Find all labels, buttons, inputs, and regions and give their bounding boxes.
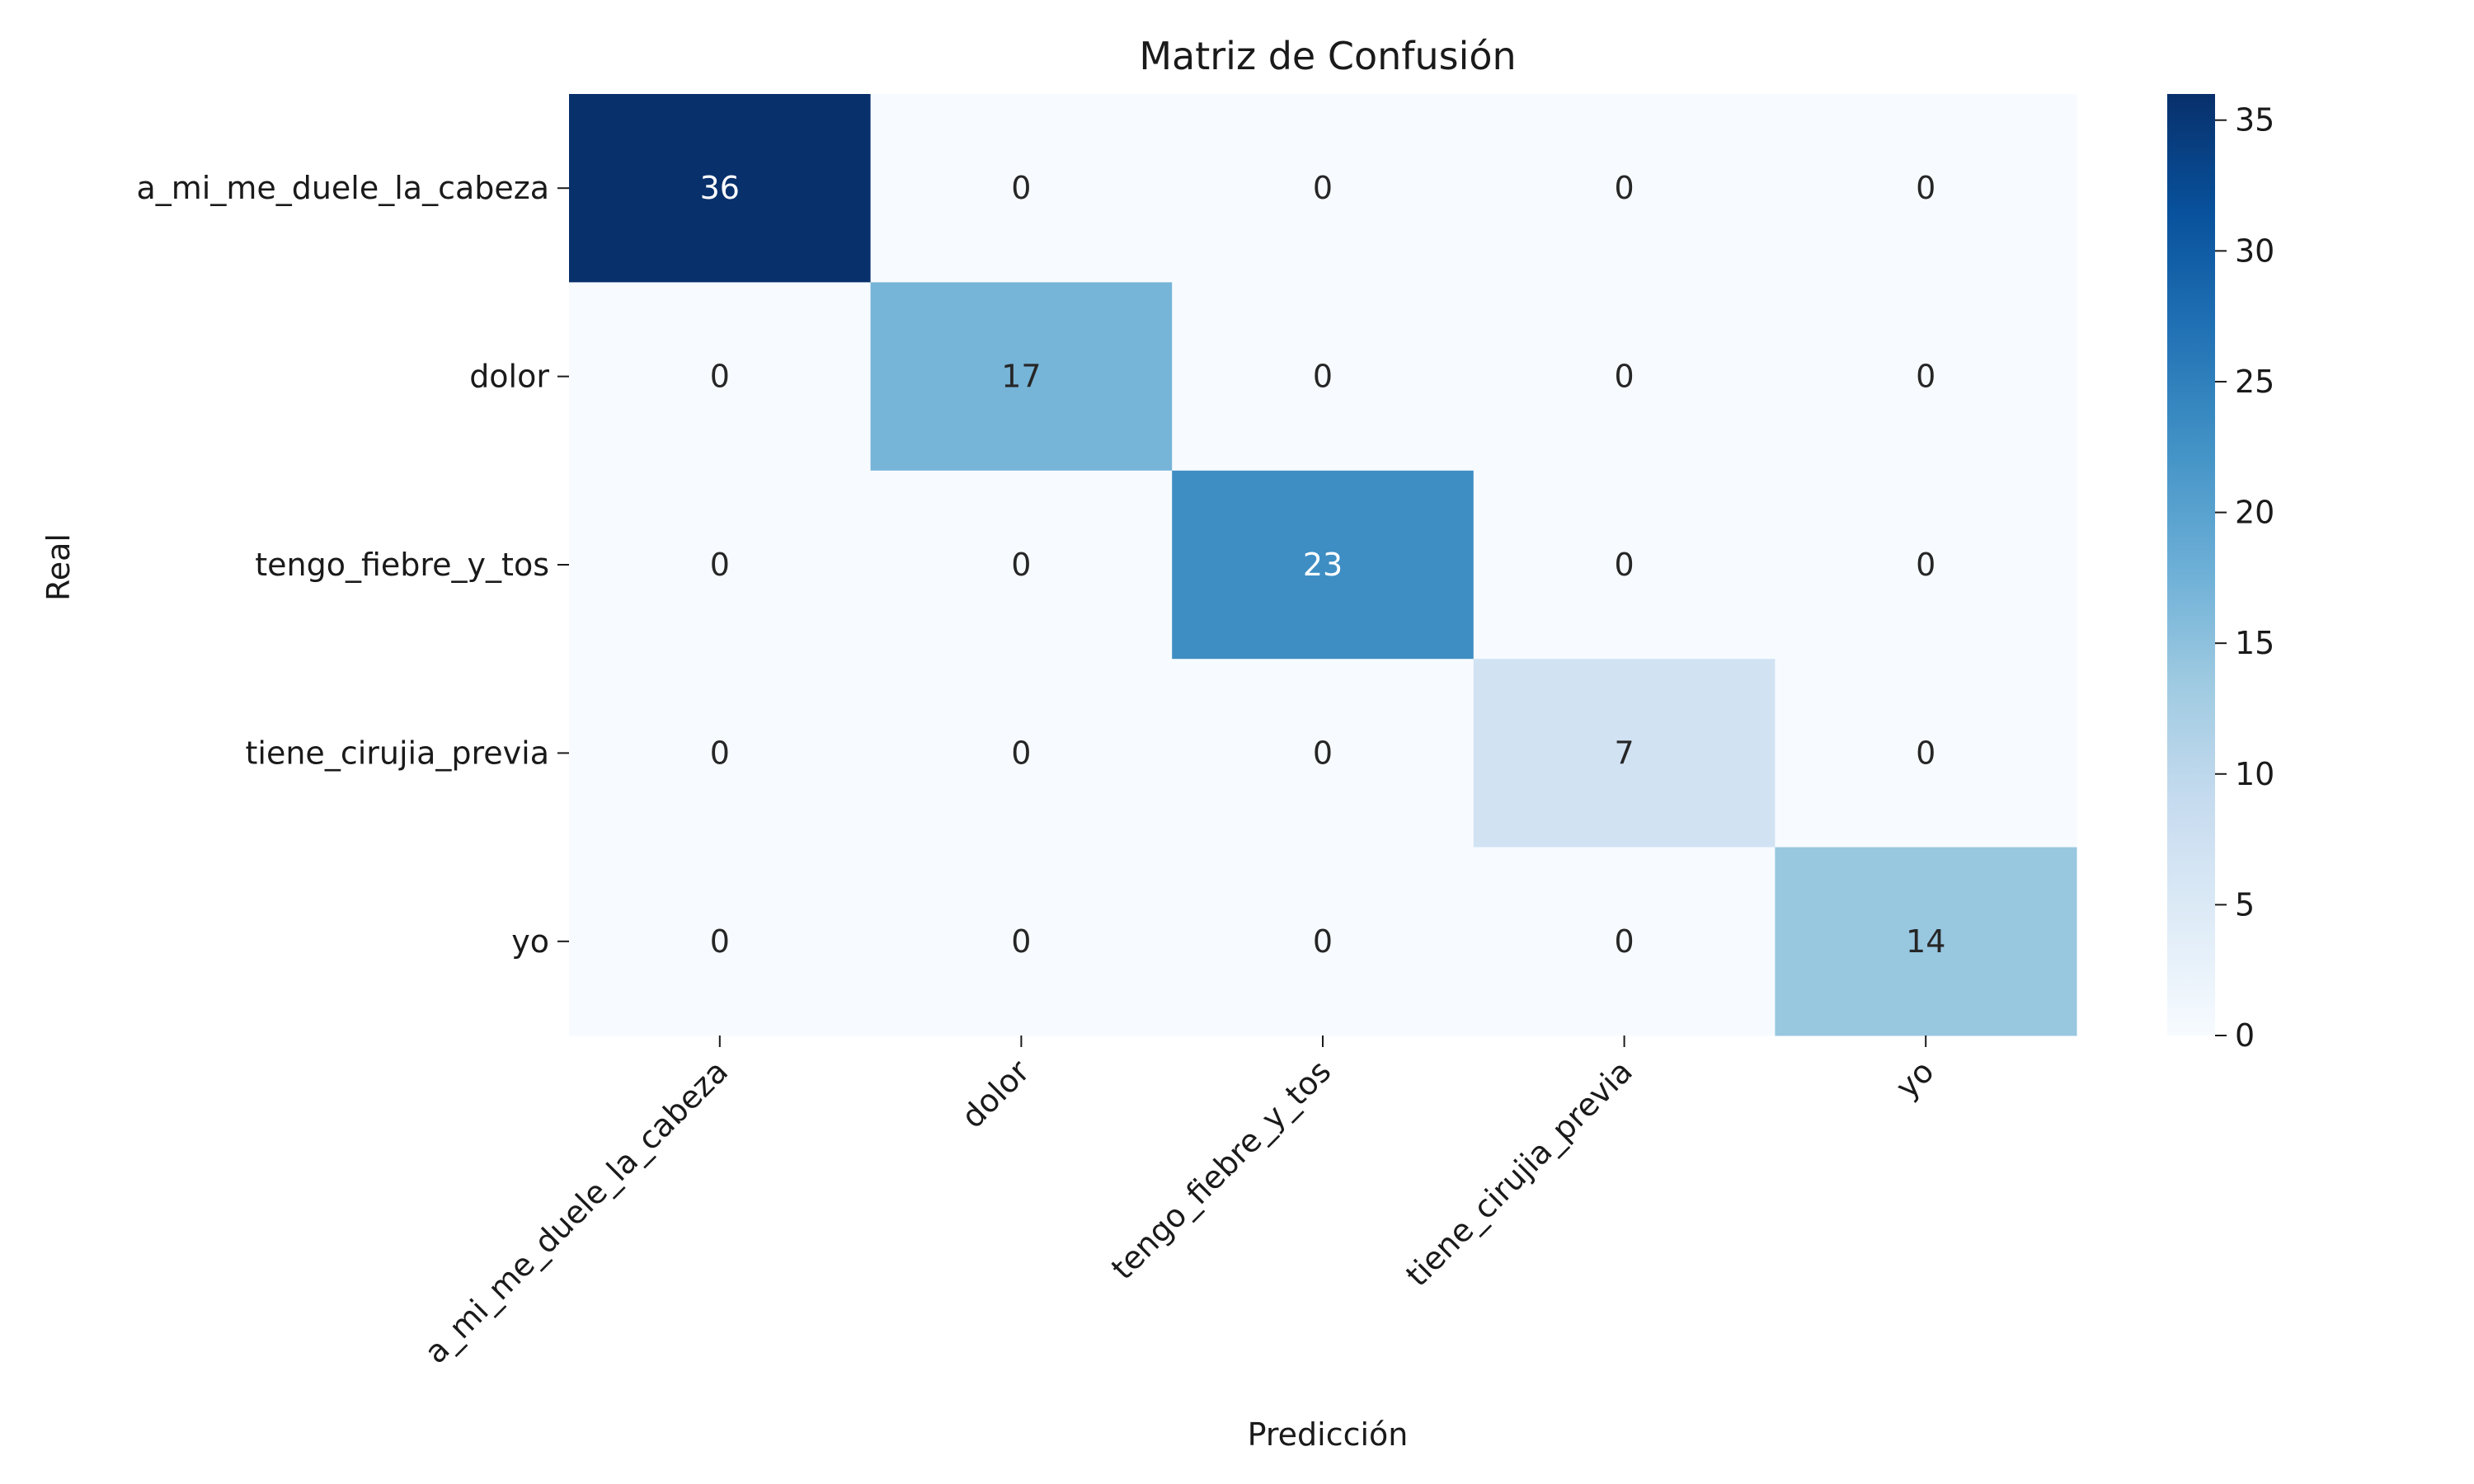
colorbar-gradient — [2167, 94, 2215, 1036]
y-tick-label: dolor — [469, 359, 549, 395]
cell-value-label: 7 — [1615, 735, 1634, 771]
cell-value-label: 0 — [1615, 923, 1634, 960]
heatmap-cell — [870, 659, 1173, 848]
heatmap-cell — [1775, 659, 2077, 848]
cell-value-label: 0 — [1313, 170, 1333, 206]
cell-value-label: 0 — [1011, 170, 1031, 206]
colorbar-tick-label: 30 — [2235, 232, 2274, 269]
x-tick-label: dolor — [954, 1053, 1037, 1135]
cell-value-label: 0 — [710, 359, 730, 395]
cell-value-label: 0 — [1011, 547, 1031, 583]
heatmap-cell — [569, 847, 872, 1036]
heatmap-cell — [1775, 282, 2077, 472]
x-tick-label: tengo_fiebre_y_tos — [1104, 1053, 1338, 1286]
heatmap-cell — [1172, 847, 1475, 1036]
y-tick-label: tengo_fiebre_y_tos — [255, 547, 549, 583]
colorbar-tick-label: 20 — [2235, 495, 2274, 531]
cell-value-label: 0 — [1916, 359, 1935, 395]
chart-title: Matriz de Confusión — [1139, 34, 1516, 78]
x-tick-label: tiene_cirujia_previa — [1399, 1053, 1639, 1294]
y-tick-label: yo — [511, 923, 549, 960]
heatmap-cell — [1775, 470, 2077, 660]
heatmap-cell — [1172, 282, 1475, 472]
colorbar-tick-label: 0 — [2235, 1017, 2255, 1054]
x-tick-label: yo — [1888, 1053, 1940, 1105]
cell-value-label: 0 — [1916, 170, 1935, 206]
cell-value-label: 36 — [700, 170, 740, 206]
cell-value-label: 0 — [1011, 923, 1031, 960]
cell-value-label: 14 — [1906, 923, 1945, 960]
heatmap-cell — [1473, 282, 1776, 472]
heatmap-cell — [569, 470, 872, 660]
cell-value-label: 0 — [1011, 735, 1031, 771]
cell-value-label: 0 — [1313, 735, 1333, 771]
heatmap-cell — [1473, 659, 1776, 848]
cell-value-label: 0 — [710, 547, 730, 583]
x-tick-label: a_mi_me_duele_la_cabeza — [417, 1053, 735, 1370]
heatmap-cells: 36 0 0 0 0 0 17 0 0 0 0 0 23 0 0 0 0 0 7 0 0 0 0 0 14 — [569, 94, 2077, 1036]
colorbar-tick-label: 10 — [2235, 756, 2274, 792]
heatmap-cell — [870, 847, 1173, 1036]
colorbar-tick-label: 5 — [2235, 886, 2255, 923]
heatmap-cell — [1473, 470, 1776, 660]
heatmap-cell — [569, 282, 872, 472]
heatmap-cell — [1473, 847, 1776, 1036]
colorbar-tick-label: 35 — [2235, 102, 2274, 139]
cell-value-label: 0 — [1615, 359, 1634, 395]
colorbar-tick-label: 25 — [2235, 364, 2274, 400]
colorbar: 0 5 10 15 20 25 30 35 — [2167, 94, 2274, 1054]
heatmap-cell — [1172, 470, 1475, 660]
cell-value-label: 17 — [1001, 359, 1041, 395]
y-tick-label: tiene_cirujia_previa — [246, 735, 549, 771]
heatmap-cell — [870, 282, 1173, 472]
heatmap-cell — [1172, 659, 1475, 848]
heatmap-cell — [1775, 94, 2077, 283]
heatmap-cell — [569, 94, 872, 283]
y-axis-label: Real — [40, 533, 77, 601]
cell-value-label: 0 — [1916, 547, 1935, 583]
x-axis-label: Predicción — [1248, 1416, 1409, 1453]
cell-value-label: 0 — [1313, 923, 1333, 960]
cell-value-label: 0 — [1916, 735, 1935, 771]
cell-value-label: 23 — [1303, 547, 1343, 583]
cell-value-label: 0 — [710, 735, 730, 771]
heatmap-cell — [1473, 94, 1776, 283]
x-axis: a_mi_me_duele_la_cabeza dolor tengo_fiebre… — [417, 1036, 1941, 1370]
heatmap-cell — [569, 659, 872, 848]
heatmap-cell — [870, 94, 1173, 283]
colorbar-tick-label: 15 — [2235, 625, 2274, 661]
heatmap-cell — [1775, 847, 2077, 1036]
heatmap-cell — [1172, 94, 1475, 283]
y-tick-label: a_mi_me_duele_la_cabeza — [136, 170, 549, 206]
cell-value-label: 0 — [1615, 170, 1634, 206]
cell-value-label: 0 — [710, 923, 730, 960]
cell-value-label: 0 — [1313, 359, 1333, 395]
heatmap-cell — [870, 470, 1173, 660]
cell-value-label: 0 — [1615, 547, 1634, 583]
